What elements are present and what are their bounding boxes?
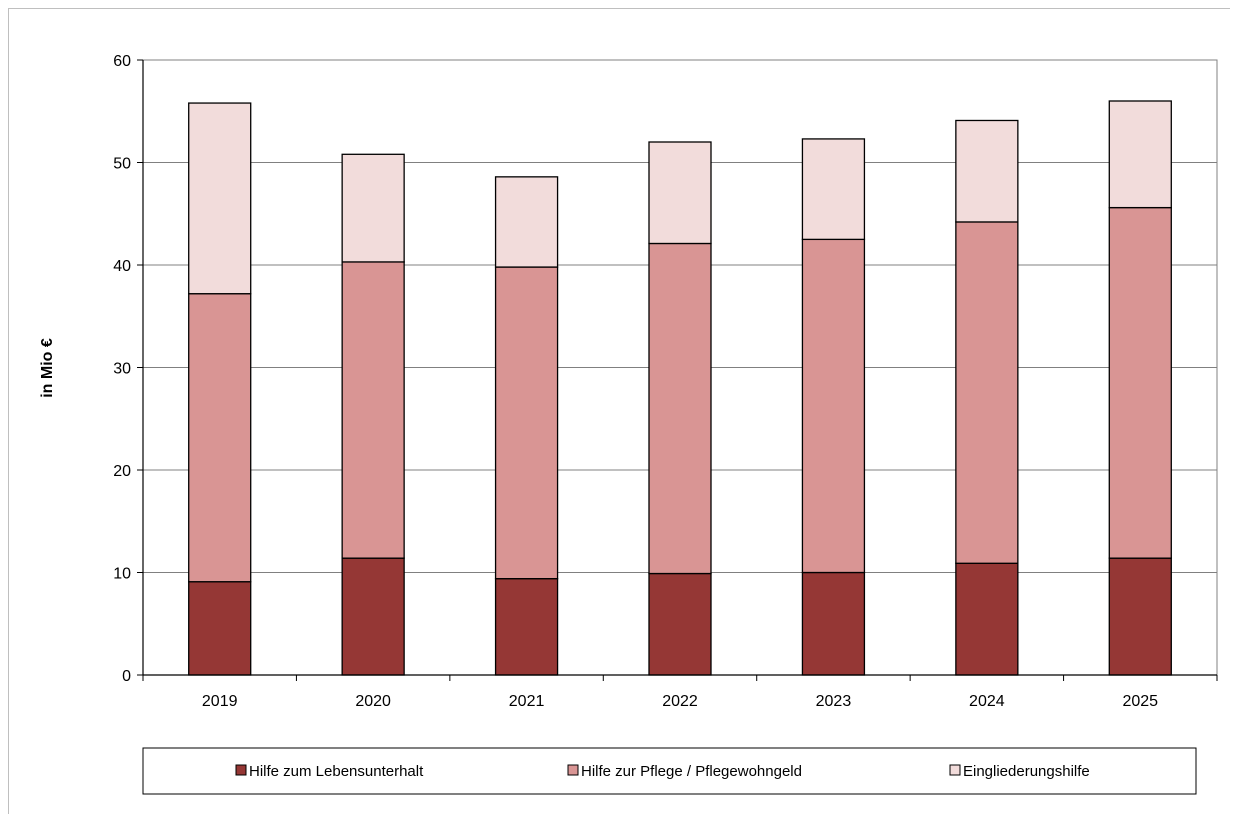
legend-swatch-pflege	[567, 764, 579, 776]
y-tick-label: 50	[113, 156, 131, 173]
bar-segment-2019-3	[188, 102, 252, 295]
x-tick-label: 2022	[662, 693, 698, 710]
bar-segment-2020-2	[341, 261, 405, 559]
bar-segment-2020-1	[341, 557, 405, 676]
y-tick-label: 30	[113, 361, 131, 378]
bar-segment-2023-3	[801, 138, 866, 241]
y-tick-label: 60	[113, 53, 131, 70]
legend-swatch-lebensunterhalt	[235, 764, 247, 776]
bar-segment-2024-2	[955, 221, 1019, 564]
bar-segment-2022-3	[648, 141, 712, 245]
bar-segment-2021-1	[494, 578, 559, 676]
x-tick-label: 2024	[969, 693, 1005, 710]
bar-segment-2021-2	[494, 266, 559, 580]
bar-segment-2023-1	[801, 571, 866, 676]
x-tick-label: 2023	[816, 693, 852, 710]
legend-label-lebensunterhalt: Hilfe zum Lebensunterhalt	[249, 763, 424, 780]
x-tick-label: 2020	[355, 693, 391, 710]
bar-segment-2025-2	[1108, 206, 1172, 559]
y-tick-label: 0	[122, 668, 131, 685]
bar-segment-2022-2	[648, 242, 712, 575]
bar-segment-2025-1	[1108, 557, 1172, 676]
legend-label-eingliederungshilfe: Eingliederungshilfe	[963, 763, 1090, 780]
bar-segment-2019-2	[188, 293, 252, 583]
y-tick-label: 20	[113, 463, 131, 480]
bar-segment-2024-3	[955, 119, 1019, 223]
bar-segment-2023-2	[801, 238, 866, 574]
x-tick-label: 2019	[202, 693, 238, 710]
legend-swatch-eingliederungshilfe	[949, 764, 961, 776]
axes: 0 10 20 30 40 50 60 2019 2020 2021 2022 2023 2024 202…	[113, 53, 1218, 710]
y-tick-label: 40	[113, 258, 131, 275]
y-axis-label: in Mio €	[39, 338, 56, 398]
x-tick-label: 2021	[509, 693, 545, 710]
bar-segment-2024-1	[955, 562, 1019, 676]
bar-segment-2019-1	[188, 581, 252, 676]
bar-segment-2022-1	[648, 572, 712, 676]
legend-label-pflege: Hilfe zur Pflege / Pflegewohngeld	[581, 763, 802, 780]
y-tick-label: 10	[113, 566, 131, 583]
legend: Hilfe zum Lebensunterhalt Hilfe zur Pfle…	[142, 747, 1197, 795]
bars	[188, 100, 1172, 676]
bar-segment-2025-3	[1108, 100, 1172, 209]
x-tick-label: 2025	[1122, 693, 1158, 710]
bar-segment-2021-3	[494, 176, 559, 268]
legend-box	[142, 747, 1197, 795]
bar-segment-2020-3	[341, 153, 405, 263]
